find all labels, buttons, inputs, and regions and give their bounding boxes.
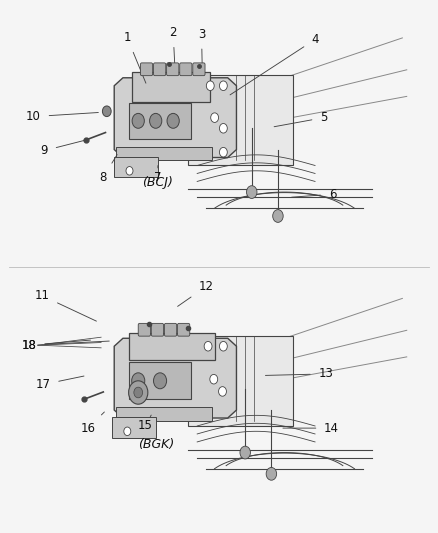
Circle shape bbox=[153, 373, 166, 389]
Text: 18: 18 bbox=[21, 338, 109, 352]
FancyBboxPatch shape bbox=[130, 103, 191, 139]
Circle shape bbox=[219, 81, 227, 91]
Text: 2: 2 bbox=[170, 26, 177, 74]
Circle shape bbox=[129, 381, 148, 404]
Text: (BCJ): (BCJ) bbox=[142, 176, 173, 189]
Circle shape bbox=[210, 374, 218, 384]
FancyBboxPatch shape bbox=[188, 75, 293, 165]
Circle shape bbox=[132, 373, 145, 389]
FancyBboxPatch shape bbox=[130, 333, 215, 360]
FancyBboxPatch shape bbox=[151, 324, 163, 336]
Text: 1: 1 bbox=[124, 31, 146, 83]
Circle shape bbox=[102, 106, 111, 117]
Circle shape bbox=[219, 148, 227, 157]
Circle shape bbox=[124, 427, 131, 435]
FancyBboxPatch shape bbox=[138, 324, 150, 336]
Text: 17: 17 bbox=[35, 376, 84, 391]
Circle shape bbox=[126, 166, 133, 175]
FancyBboxPatch shape bbox=[188, 336, 293, 426]
FancyBboxPatch shape bbox=[141, 63, 152, 76]
Text: 16: 16 bbox=[81, 412, 104, 434]
FancyBboxPatch shape bbox=[177, 324, 190, 336]
Polygon shape bbox=[114, 78, 237, 158]
Circle shape bbox=[150, 114, 162, 128]
Text: 5: 5 bbox=[274, 111, 328, 127]
Text: 4: 4 bbox=[230, 33, 319, 95]
Circle shape bbox=[247, 185, 257, 198]
Text: 18: 18 bbox=[21, 338, 91, 352]
Text: 15: 15 bbox=[138, 415, 152, 432]
FancyBboxPatch shape bbox=[130, 362, 191, 399]
Circle shape bbox=[219, 342, 227, 351]
Text: 6: 6 bbox=[292, 188, 336, 201]
FancyBboxPatch shape bbox=[117, 407, 212, 421]
Text: 14: 14 bbox=[283, 422, 339, 434]
Circle shape bbox=[240, 446, 251, 459]
Circle shape bbox=[134, 387, 143, 398]
Text: 13: 13 bbox=[265, 367, 333, 381]
Circle shape bbox=[219, 386, 226, 396]
Polygon shape bbox=[114, 338, 237, 418]
Circle shape bbox=[132, 114, 145, 128]
Circle shape bbox=[211, 113, 219, 123]
Circle shape bbox=[219, 124, 227, 133]
Text: 11: 11 bbox=[35, 289, 96, 321]
FancyBboxPatch shape bbox=[153, 63, 166, 76]
Text: 10: 10 bbox=[26, 110, 99, 123]
Text: 8: 8 bbox=[99, 155, 117, 184]
Circle shape bbox=[206, 81, 214, 91]
FancyBboxPatch shape bbox=[193, 63, 205, 76]
FancyBboxPatch shape bbox=[166, 63, 179, 76]
FancyBboxPatch shape bbox=[112, 417, 155, 438]
FancyBboxPatch shape bbox=[114, 157, 158, 177]
Text: 12: 12 bbox=[178, 280, 213, 306]
Circle shape bbox=[266, 467, 277, 480]
Text: 3: 3 bbox=[198, 28, 205, 74]
Circle shape bbox=[204, 342, 212, 351]
Text: 9: 9 bbox=[41, 140, 88, 157]
Circle shape bbox=[273, 209, 283, 222]
FancyBboxPatch shape bbox=[117, 147, 212, 160]
Text: (BGK): (BGK) bbox=[138, 438, 174, 451]
Circle shape bbox=[167, 114, 179, 128]
FancyBboxPatch shape bbox=[132, 72, 210, 102]
Text: 7: 7 bbox=[154, 166, 162, 184]
FancyBboxPatch shape bbox=[164, 324, 177, 336]
FancyBboxPatch shape bbox=[180, 63, 192, 76]
